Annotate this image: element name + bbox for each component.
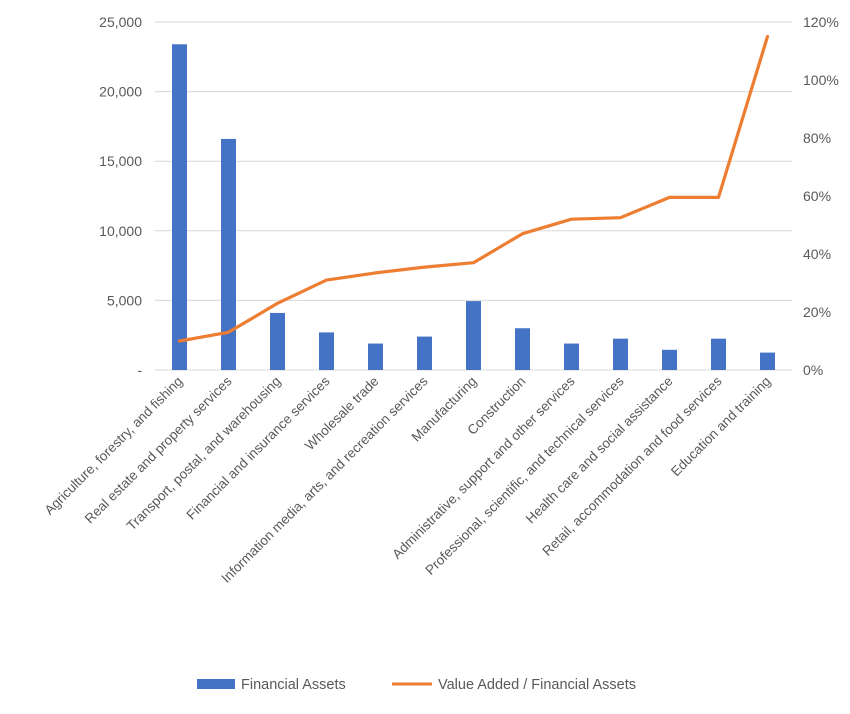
line-value-added: [177, 34, 770, 343]
right-tick-label: 120%: [803, 14, 839, 30]
right-tick-label: 0%: [803, 362, 823, 378]
right-tick-label: 20%: [803, 304, 831, 320]
left-tick-label: 25,000: [99, 14, 142, 30]
bar-financial-assets: [711, 338, 726, 370]
left-tick-label: -: [137, 362, 142, 378]
bar-financial-assets: [221, 138, 236, 370]
category-label: Education and training: [668, 374, 774, 480]
financial-assets-bars: [172, 44, 775, 370]
left-axis-ticks: - 5,000 10,000 15,000 20,000 25,000: [99, 14, 142, 378]
legend-swatch-financial-assets: [197, 679, 235, 689]
bar-financial-assets: [662, 349, 677, 370]
gridlines: [155, 21, 792, 371]
right-tick-label: 100%: [803, 72, 839, 88]
bar-financial-assets: [368, 343, 383, 370]
bar-financial-assets: [172, 44, 187, 370]
bar-financial-assets: [760, 352, 775, 370]
category-label: Administrative, support and other servic…: [389, 373, 578, 562]
left-tick-label: 15,000: [99, 153, 142, 169]
left-tick-label: 5,000: [107, 292, 142, 308]
left-tick-label: 10,000: [99, 223, 142, 239]
right-tick-label: 80%: [803, 130, 831, 146]
legend: Financial Assets Value Added / Financial…: [197, 677, 636, 693]
right-tick-label: 60%: [803, 188, 831, 204]
left-tick-label: 20,000: [99, 84, 142, 100]
right-axis-ticks: 0% 20% 40% 60% 80% 100% 120%: [803, 14, 839, 378]
bar-financial-assets: [515, 328, 530, 370]
category-label: Retail, accommodation and food services: [539, 373, 724, 558]
bar-financial-assets: [270, 312, 285, 370]
bar-financial-assets: [564, 343, 579, 370]
right-tick-label: 40%: [803, 246, 831, 262]
legend-label-financial-assets: Financial Assets: [241, 677, 346, 693]
bar-financial-assets: [319, 332, 334, 370]
value-added-line: [177, 34, 770, 343]
bar-financial-assets: [613, 338, 628, 370]
bar-financial-assets: [417, 336, 432, 370]
legend-label-value-added: Value Added / Financial Assets: [438, 677, 636, 693]
bar-financial-assets: [466, 301, 481, 370]
